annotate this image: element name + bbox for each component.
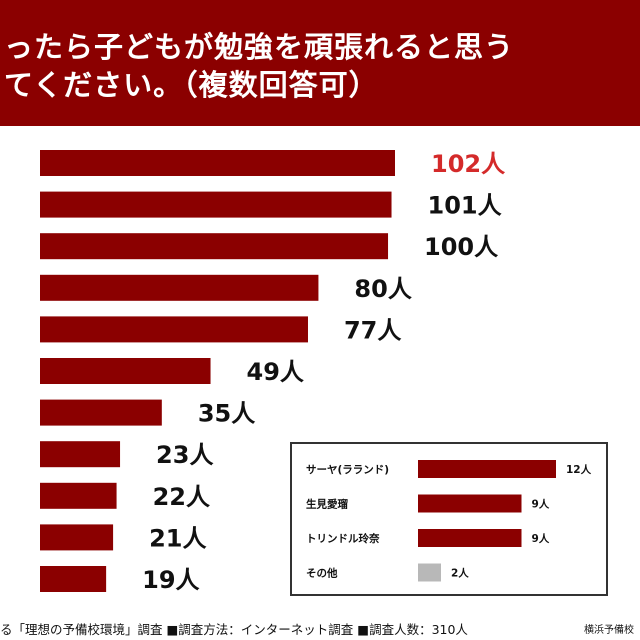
inset-bar-3 [418,563,441,582]
bar-value-label-4: 77人 [344,316,401,344]
inset-bar-2 [418,529,522,547]
inset-chart-box: サーヤ(ラランド) 12人 生見愛瑠 9人 トリンドル玲奈 9人 その他 2人 [290,442,608,596]
inset-value-label-1: 9人 [532,498,550,511]
main-bar-chart: 102人 101人 100人 80人 77人 49人 35人 23人 22人 21人 19人 [40,150,505,594]
bar-2 [40,233,389,260]
bar-10 [40,566,107,592]
bar-0 [40,150,395,176]
chart-title-banner: ったら子どもが勉強を頑張れると思う てください。（複数回答可） [0,0,640,126]
chart-title-line-1: ったら子どもが勉強を頑張れると思う [4,30,515,64]
inset-bar-0 [418,460,556,478]
inset-bar-1 [418,494,522,513]
footer: る「理想の予備校環境」調査 ■調査方法：インターネット調査 ■調査人数：310人… [0,614,640,640]
bar-9 [40,524,114,551]
survey-source-text: る「理想の予備校環境」調査 ■調査方法：インターネット調査 ■調査人数：310人 [0,622,468,637]
inset-value-label-3: 2人 [451,567,469,580]
inset-value-label-0: 12人 [566,463,592,476]
inset-category-label-0: サーヤ(ラランド) [306,464,389,476]
bar-value-label-0: 102人 [431,150,505,178]
bar-value-label-5: 49人 [247,358,304,386]
bar-1 [40,191,392,218]
bar-value-label-7: 23人 [156,441,213,469]
bar-value-label-10: 19人 [142,566,199,594]
chart-title-line-2: てください。（複数回答可） [4,68,379,102]
inset-category-label-3: その他 [306,567,338,580]
inset-category-label-1: 生見愛瑠 [306,498,348,511]
bar-8 [40,482,117,509]
bar-5 [40,358,211,384]
inset-value-label-2: 9人 [532,532,550,545]
bar-value-label-6: 35人 [198,400,255,428]
bar-value-label-9: 21人 [149,524,206,552]
bar-7 [40,441,121,468]
bar-value-label-1: 101人 [428,192,502,220]
bar-value-label-2: 100人 [424,233,498,261]
bar-value-label-8: 22人 [153,483,210,511]
bar-6 [40,399,162,426]
brand-name: 横浜予備校 [584,625,634,636]
inset-category-label-2: トリンドル玲奈 [306,532,380,545]
bar-4 [40,316,308,343]
bar-3 [40,274,319,301]
bar-value-label-3: 80人 [354,275,411,303]
